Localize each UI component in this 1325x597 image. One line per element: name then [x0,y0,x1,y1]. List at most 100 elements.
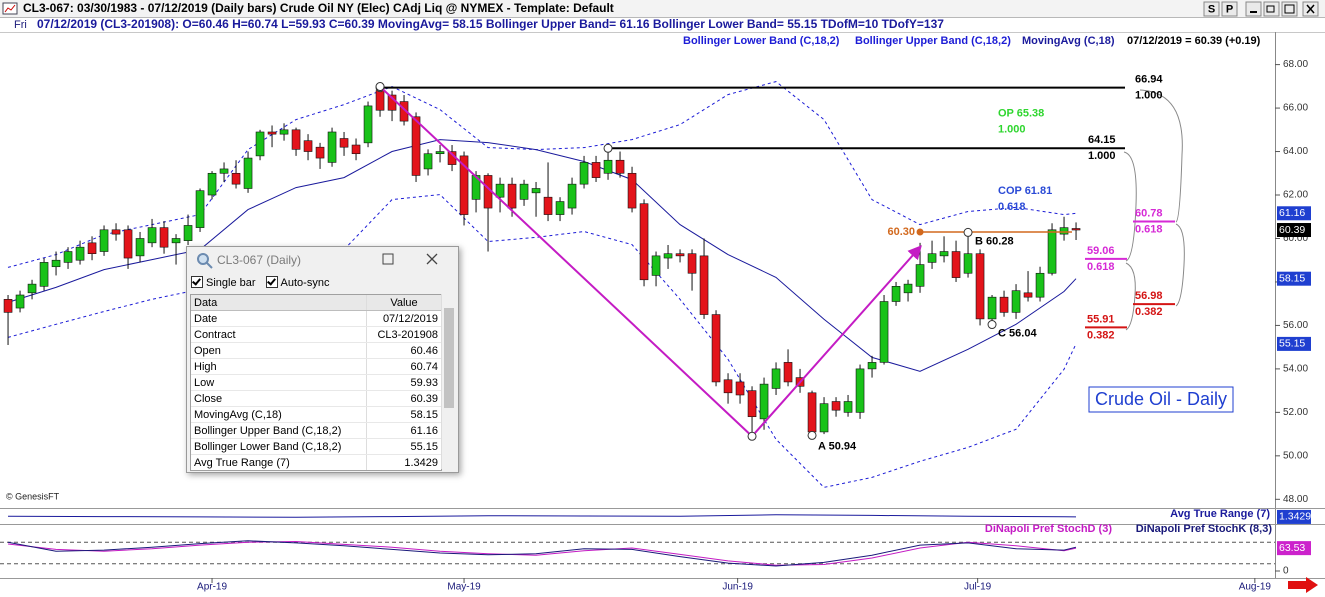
price-tag [1277,336,1311,351]
value-cell: CL3-201908 [366,326,441,343]
checkbox-label[interactable]: Single bar [206,277,256,289]
fib-label: 56.98 [1135,290,1163,302]
legend-entry: MovingAvg (C,18) [1022,35,1115,47]
checkbox[interactable]: Auto-sync [265,276,330,289]
status-text: 07/12/2019 (CL3-201908): O=60.46 H=60.74… [37,17,944,31]
value-cell: 60.74 [366,358,441,375]
candle-body [219,168,229,174]
price-tag [1277,206,1311,221]
watermark: Crude Oil - Daily [1095,389,1227,409]
y-tick-label: 62.00 [1283,190,1308,201]
header-row: Data Value [191,295,441,311]
candle-body [591,162,601,178]
pivot-label: A 50.94 [818,440,857,452]
scroll-arrow[interactable] [1288,577,1318,593]
candle-body [687,253,697,274]
candle-body [663,253,673,259]
candle-body [807,392,817,433]
y-tick-label: 64.00 [1283,146,1308,157]
value-cell: 07/12/2019 [366,310,441,327]
candle-body [1071,228,1081,231]
candle-body [675,253,685,257]
candle-body [327,131,337,163]
candle-body [339,138,349,148]
x-tick-label: Jul-19 [964,582,992,593]
price-tag [1277,223,1311,238]
y-tick-label: 48.00 [1283,494,1308,505]
candle-body [1011,290,1021,313]
title-bar [0,0,1325,18]
candle-body [243,157,253,189]
fib-label: COP 61.81 [998,185,1052,197]
x-tick-label: Jun-19 [722,582,753,593]
candle-body [495,183,505,198]
candle-body [975,253,985,320]
candle-body [927,253,937,263]
candle-body [171,238,181,244]
s-button-label[interactable]: S [1208,3,1215,15]
p-button-label[interactable]: P [1226,3,1233,15]
candle-body [75,246,85,261]
candle-body [1047,229,1057,274]
plot-layer: Bollinger Lower Band (C,18,2) Bollinger U… [0,35,1311,593]
pivot-marker [987,320,997,330]
candle-body [3,299,13,313]
checkbox[interactable]: Single bar [191,276,256,289]
fib-label: 64.15 [1088,134,1116,146]
candle-body [759,383,769,420]
pivot-label: B 60.28 [975,235,1014,247]
candle-body [147,227,157,244]
candle-body [1035,272,1045,298]
y-tick-label: 54.00 [1283,364,1308,375]
candle-body [819,403,829,433]
name-cell: Bollinger Upper Band (C,18,2) [191,422,367,439]
fib-bracket [1139,89,1183,223]
maximize-icon[interactable] [382,253,394,265]
candle-body [87,242,97,254]
candle-body [99,229,109,252]
candle-body [867,362,877,370]
name-cell: High [191,358,367,375]
pivot-marker [963,227,973,237]
y-tick-label: 56.00 [1283,320,1308,331]
value-cell: 60.46 [366,342,441,359]
candle-body [567,183,577,209]
candle-body [939,251,949,257]
maximize-button[interactable] [1281,1,1298,17]
candle-body [963,253,973,274]
candle-body [315,146,325,159]
legend-entry: Bollinger Upper Band (C,18,2) [855,35,1011,47]
fib-label: 60.30 [887,226,915,238]
data-window[interactable]: CL3-067 (Daily) Single bar Auto-sync Dat… [186,246,459,473]
candle-body [423,153,433,170]
s-button[interactable] [1203,1,1220,17]
y-tick-label: 66.00 [1283,103,1308,114]
checkbox-row: Single bar Auto-sync [191,276,329,289]
candle-body [555,201,565,215]
series-line [7,540,1077,567]
fib-ratio: 0.618 [1087,261,1115,273]
scroll-thumb[interactable] [444,308,454,408]
pattern-vertex [747,431,757,441]
y-tick-label: 0 [1283,566,1289,577]
table-row: High 60.74 [191,358,441,375]
table-row: Low 59.93 [191,374,441,391]
series-line [7,540,1077,566]
restore-button[interactable] [1263,1,1280,17]
fib-ratio: 1.000 [1088,150,1116,162]
p-button[interactable] [1221,1,1238,17]
close-icon[interactable] [426,253,438,265]
pattern-line [379,85,922,438]
checkbox-label[interactable]: Auto-sync [280,277,330,289]
scrollbar[interactable] [441,294,456,469]
level-anchor [916,228,924,236]
value-cell: 61.16 [366,422,441,439]
candle-body [843,401,853,413]
candle-body [159,227,169,248]
candle-body [459,155,469,215]
candle-body [543,196,553,215]
name-cell: Contract [191,326,367,343]
minimize-button[interactable] [1245,1,1262,17]
